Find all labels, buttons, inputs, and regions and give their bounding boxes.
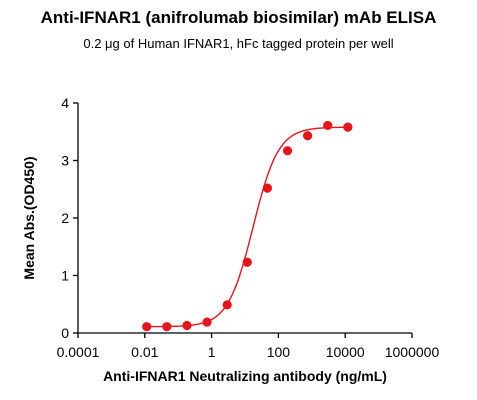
fit-curve: [146, 126, 348, 328]
y-tick-label: 4: [61, 95, 69, 111]
data-point: [202, 317, 212, 327]
fit-curve-layer: [146, 126, 348, 328]
data-points-layer: [142, 120, 353, 332]
x-tick-label: 1000000: [385, 344, 440, 360]
data-point: [323, 120, 333, 131]
chart-subtitle: 0.2 μg of Human IFNAR1, hFc tagged prote…: [83, 36, 394, 51]
data-point: [222, 300, 232, 310]
x-tick-label: 1: [208, 344, 216, 360]
y-axis-label: Mean Abs.(OD450): [21, 156, 37, 279]
x-tick-label: 10000: [326, 344, 365, 360]
x-tick-label: 100: [267, 344, 291, 360]
x-tick-label: 0.01: [131, 344, 158, 360]
y-tick-label: 3: [61, 153, 69, 169]
chart-title: Anti-IFNAR1 (anifrolumab biosimilar) mAb…: [40, 8, 437, 27]
y-tick-label: 2: [61, 210, 69, 226]
data-point: [303, 131, 313, 141]
y-axis-ticks: 0 1 2 3 4: [61, 95, 78, 341]
data-point: [262, 183, 273, 193]
y-tick-label: 1: [61, 268, 69, 284]
data-point: [182, 320, 192, 331]
x-axis-label: Anti-IFNAR1 Neutralizing antibody (ng/mL…: [103, 368, 387, 384]
data-point: [282, 146, 293, 156]
data-point: [343, 122, 353, 132]
data-point: [162, 322, 172, 332]
data-point: [242, 257, 252, 267]
x-axis-ticks: 0.0001 0.01 1 100 10000 1000000: [57, 333, 440, 360]
data-point: [142, 322, 152, 332]
x-tick-label: 0.0001: [57, 344, 100, 360]
y-tick-label: 0: [61, 325, 69, 341]
